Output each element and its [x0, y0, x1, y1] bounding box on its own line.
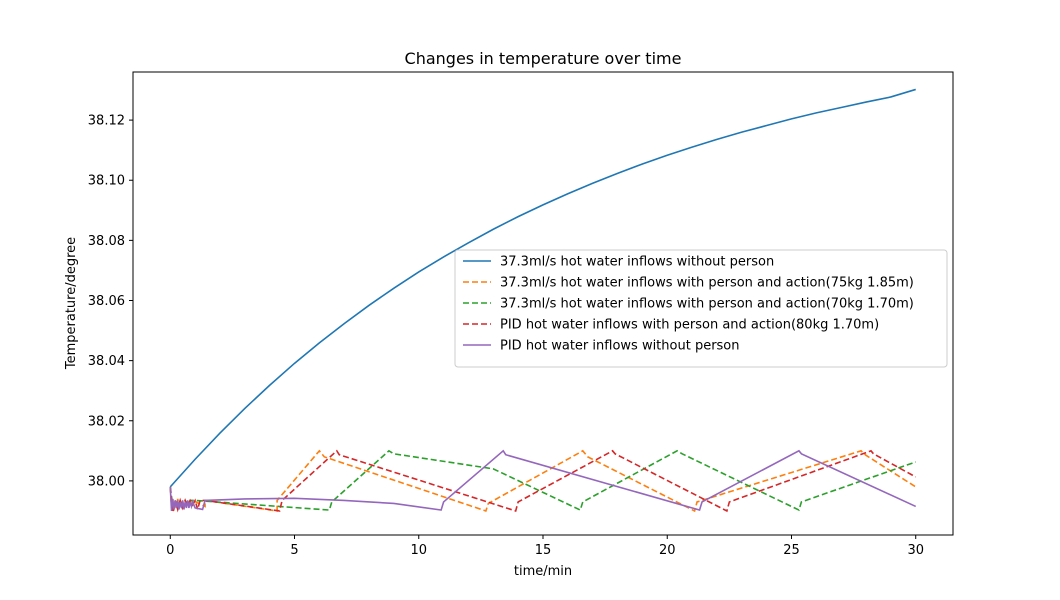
x-tick-label: 10: [410, 543, 427, 558]
y-tick-label: 38.04: [88, 354, 125, 369]
y-tick-label: 38.12: [88, 114, 125, 129]
x-tick-label: 15: [535, 543, 552, 558]
series-line-3: [169, 449, 916, 512]
x-tick-label: 0: [166, 543, 174, 558]
y-tick-label: 38.10: [88, 174, 125, 189]
y-tick-label: 38.08: [88, 234, 125, 249]
legend-entry-label: PID hot water inflows without person: [500, 339, 740, 354]
legend: 37.3ml/s hot water inflows without perso…: [454, 249, 948, 368]
series-line-4: [169, 449, 917, 513]
x-tick-label: 5: [290, 543, 298, 558]
legend-entry-label: 37.3ml/s hot water inflows without perso…: [500, 255, 774, 270]
x-tick-label: 20: [659, 543, 676, 558]
x-tick-label: 25: [783, 543, 800, 558]
chart-title: Changes in temperature over time: [405, 49, 682, 68]
series-line-1: [169, 88, 916, 488]
y-axis-label: Temperature/degree: [64, 237, 79, 370]
x-axis: 0 5 10 15 20 25 30: [166, 535, 924, 558]
x-tick-label: 30: [907, 543, 924, 558]
series-line-2: [169, 449, 917, 513]
series-line-5: [169, 449, 917, 512]
legend-entry-label: PID hot water inflows with person and ac…: [500, 318, 879, 333]
x-axis-label: time/min: [514, 564, 572, 579]
plot-area: [169, 88, 917, 513]
y-tick-label: 38.00: [88, 474, 125, 489]
legend-entry-label: 37.3ml/s hot water inflows with person a…: [500, 297, 914, 312]
y-tick-label: 38.06: [88, 294, 125, 309]
legend-box: [454, 249, 948, 368]
legend-entry-label: 37.3ml/s hot water inflows with person a…: [500, 276, 914, 291]
y-axis: 38.00 38.02 38.04 38.06 38.08 38.10 38.12: [88, 114, 133, 489]
y-tick-label: 38.02: [88, 414, 125, 429]
